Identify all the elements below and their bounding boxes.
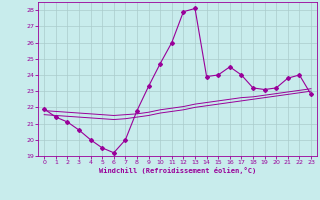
X-axis label: Windchill (Refroidissement éolien,°C): Windchill (Refroidissement éolien,°C)	[99, 167, 256, 174]
